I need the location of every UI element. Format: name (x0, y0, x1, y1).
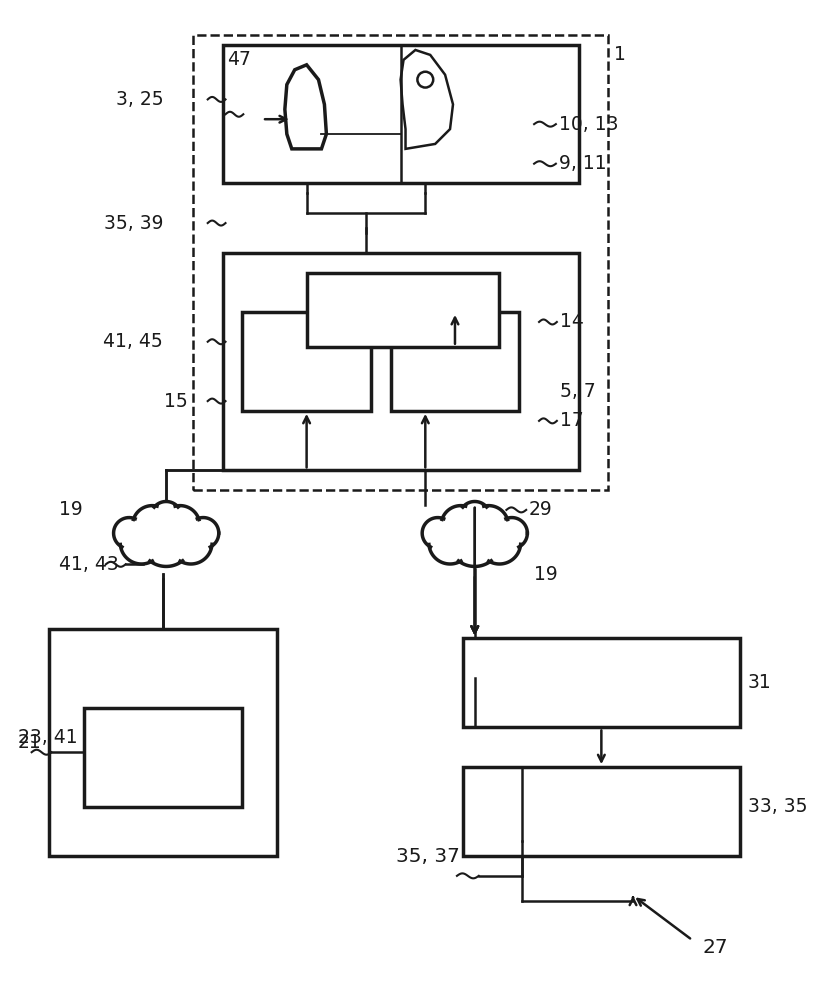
FancyBboxPatch shape (223, 253, 578, 470)
Text: 15: 15 (164, 392, 188, 411)
Circle shape (139, 513, 193, 566)
Circle shape (170, 522, 212, 564)
Circle shape (114, 518, 145, 549)
FancyBboxPatch shape (463, 638, 740, 727)
Text: 41, 45: 41, 45 (103, 332, 163, 351)
Text: 29: 29 (528, 500, 552, 519)
Circle shape (459, 502, 491, 533)
FancyBboxPatch shape (242, 312, 371, 411)
Circle shape (120, 522, 163, 564)
Text: 14: 14 (560, 312, 584, 331)
Text: 35, 39: 35, 39 (104, 214, 163, 233)
FancyBboxPatch shape (223, 45, 578, 183)
Circle shape (429, 522, 471, 564)
Text: 17: 17 (560, 411, 584, 430)
FancyBboxPatch shape (49, 629, 277, 856)
Circle shape (448, 513, 501, 566)
Text: 10, 13: 10, 13 (559, 115, 618, 134)
Text: 31: 31 (748, 673, 771, 692)
Text: 9, 11: 9, 11 (559, 154, 606, 173)
Text: 33, 35: 33, 35 (748, 797, 808, 816)
FancyBboxPatch shape (463, 767, 740, 856)
FancyBboxPatch shape (84, 708, 242, 807)
Text: 21: 21 (18, 733, 42, 752)
Text: 5, 7: 5, 7 (560, 382, 595, 401)
Text: 1: 1 (614, 45, 626, 64)
Text: 19: 19 (59, 500, 83, 519)
FancyBboxPatch shape (306, 273, 500, 347)
Circle shape (161, 506, 200, 545)
Text: 35, 37: 35, 37 (396, 847, 459, 866)
Circle shape (422, 518, 453, 549)
Text: 41, 43: 41, 43 (59, 555, 119, 574)
Circle shape (496, 518, 527, 549)
Text: 3, 25: 3, 25 (115, 90, 163, 109)
Circle shape (188, 518, 219, 549)
Circle shape (133, 506, 172, 545)
Circle shape (441, 506, 481, 545)
Circle shape (468, 506, 509, 545)
Text: 27: 27 (702, 938, 728, 957)
Circle shape (151, 502, 182, 533)
Text: 19: 19 (534, 565, 558, 584)
Circle shape (478, 522, 521, 564)
FancyBboxPatch shape (391, 312, 519, 411)
Text: 47: 47 (228, 50, 251, 69)
Text: 23, 41: 23, 41 (18, 728, 78, 747)
FancyBboxPatch shape (192, 35, 609, 490)
